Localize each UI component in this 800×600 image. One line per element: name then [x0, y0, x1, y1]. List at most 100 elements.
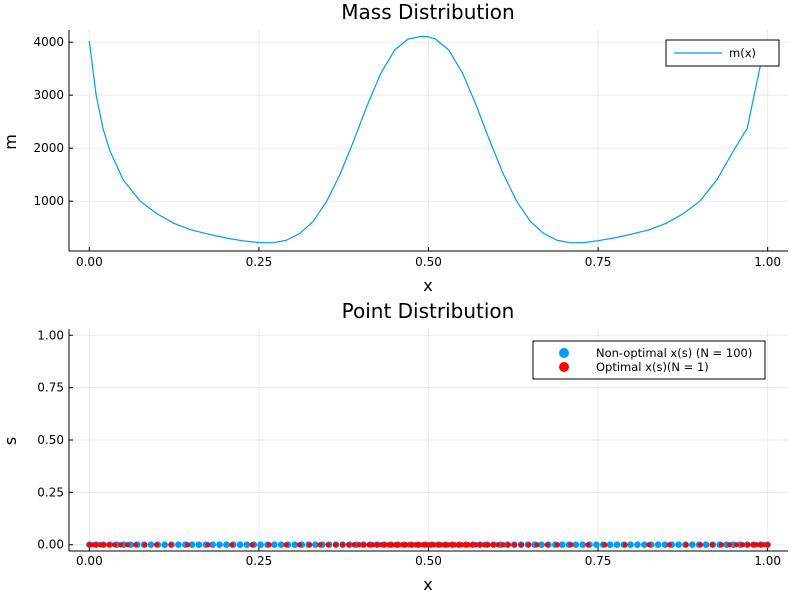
non-optimal-point — [634, 541, 641, 549]
optimal-point — [101, 542, 107, 548]
optimal-point — [339, 542, 345, 548]
optimal-point — [518, 542, 525, 548]
point-legend: Non-optimal x(s) (N = 100) Optimal x(s)(… — [532, 340, 766, 380]
non-optimal-point — [641, 541, 648, 549]
non-optimal-point — [271, 541, 278, 549]
optimal-point — [117, 542, 124, 548]
non-optimal-point — [223, 541, 230, 549]
non-optimal-point — [291, 541, 299, 549]
point-legend-box — [532, 340, 766, 380]
non-optimal-point — [558, 541, 566, 549]
non-optimal-point — [257, 541, 264, 549]
optimal-point — [585, 542, 591, 548]
point-chart-title: Point Distribution — [342, 299, 515, 323]
non-optimal-point — [161, 541, 169, 549]
optimal-point — [754, 542, 760, 548]
optimal-point — [495, 542, 501, 548]
optimal-point — [534, 542, 540, 548]
point-y-tick-label: 0.00 — [37, 538, 64, 552]
optimal-point — [500, 542, 506, 548]
optimal-point — [602, 542, 608, 548]
non-optimal-point — [209, 541, 216, 549]
point-y-tick-label: 0.75 — [37, 381, 64, 395]
optimal-point — [370, 542, 376, 548]
optimal-point — [266, 542, 272, 548]
mass-x-axis-label: x — [423, 276, 432, 295]
point-x-tick-label: 1.00 — [754, 554, 781, 568]
point-x-tick-label: 0.75 — [585, 554, 612, 568]
non-optimal-point — [688, 541, 696, 549]
optimal-point — [307, 542, 313, 548]
optimal-point — [168, 542, 174, 548]
non-optimal-point — [175, 541, 182, 549]
non-optimal-point — [277, 541, 285, 549]
non-optimal-point — [613, 541, 621, 549]
point-legend-label-non-optimal: Non-optimal x(s) (N = 100) — [596, 346, 752, 360]
optimal-point — [765, 542, 771, 548]
non-optimal-point — [661, 541, 669, 549]
mass-x-tick-label: 0.00 — [76, 255, 103, 269]
mass-legend-label: m(x) — [729, 46, 756, 60]
mass-y-axis-label: m — [1, 134, 20, 150]
point-legend-swatch-non-optimal — [559, 348, 569, 358]
optimal-point — [229, 542, 235, 548]
non-optimal-point — [312, 541, 319, 549]
optimal-point — [485, 542, 491, 548]
optimal-point — [481, 542, 487, 548]
optimal-point — [505, 542, 512, 548]
optimal-point — [332, 542, 339, 548]
optimal-point — [697, 542, 704, 548]
optimal-point — [93, 542, 99, 548]
non-optimal-point — [216, 541, 223, 549]
optimal-point — [325, 542, 331, 548]
mass-x-tick-label: 0.75 — [585, 255, 612, 269]
point-y-tick-label: 0.50 — [37, 433, 64, 447]
optimal-point — [356, 542, 362, 548]
optimal-point — [142, 542, 148, 548]
non-optimal-point — [606, 541, 614, 549]
optimal-point — [345, 542, 352, 548]
optimal-point — [153, 542, 160, 548]
point-x-tick-label: 0.00 — [76, 554, 103, 568]
optimal-point — [733, 542, 740, 548]
non-optimal-point — [675, 541, 682, 549]
point-legend-swatch-optimal — [559, 362, 569, 372]
mass-distribution-panel: 0.00 0.25 0.50 0.75 1.00 1000 2000 3000 4000 Mas… — [1, 0, 788, 295]
optimal-point — [473, 542, 479, 548]
optimal-point — [283, 542, 289, 548]
optimal-point — [646, 542, 652, 548]
point-x-tick-label: 0.25 — [246, 554, 273, 568]
non-optimal-point — [579, 541, 586, 549]
point-x-tick-label: 0.50 — [415, 554, 442, 568]
optimal-point — [512, 542, 518, 548]
non-optimal-point — [572, 541, 580, 549]
optimal-point — [205, 542, 211, 548]
mass-x-tick-label: 0.50 — [415, 255, 442, 269]
optimal-point — [622, 542, 628, 548]
optimal-point — [745, 542, 751, 548]
non-optimal-point — [243, 541, 251, 549]
optimal-point — [469, 542, 475, 548]
optimal-point — [750, 542, 756, 548]
optimal-point — [132, 542, 139, 548]
optimal-point — [297, 542, 303, 548]
optimal-point — [718, 542, 725, 548]
non-optimal-point — [538, 541, 545, 549]
optimal-point — [106, 542, 112, 548]
non-optimal-point — [147, 541, 155, 549]
optimal-point — [554, 542, 560, 548]
optimal-point — [568, 542, 574, 548]
point-distribution-panel: 0.00 0.25 0.50 0.75 1.00 0.00 0.25 0.50 0.75 1.00… — [1, 299, 788, 594]
mass-y-tick-label: 4000 — [33, 35, 64, 49]
non-optimal-point — [188, 541, 196, 549]
optimal-point — [124, 542, 130, 548]
optimal-point — [317, 542, 323, 548]
point-y-axis-label: s — [1, 437, 20, 445]
point-x-axis-label: x — [423, 575, 432, 594]
non-optimal-point — [654, 541, 662, 549]
point-y-tick-label: 1.00 — [37, 328, 64, 342]
optimal-point — [477, 542, 483, 548]
optimal-point — [526, 542, 532, 548]
mass-series-line — [88, 35, 769, 244]
